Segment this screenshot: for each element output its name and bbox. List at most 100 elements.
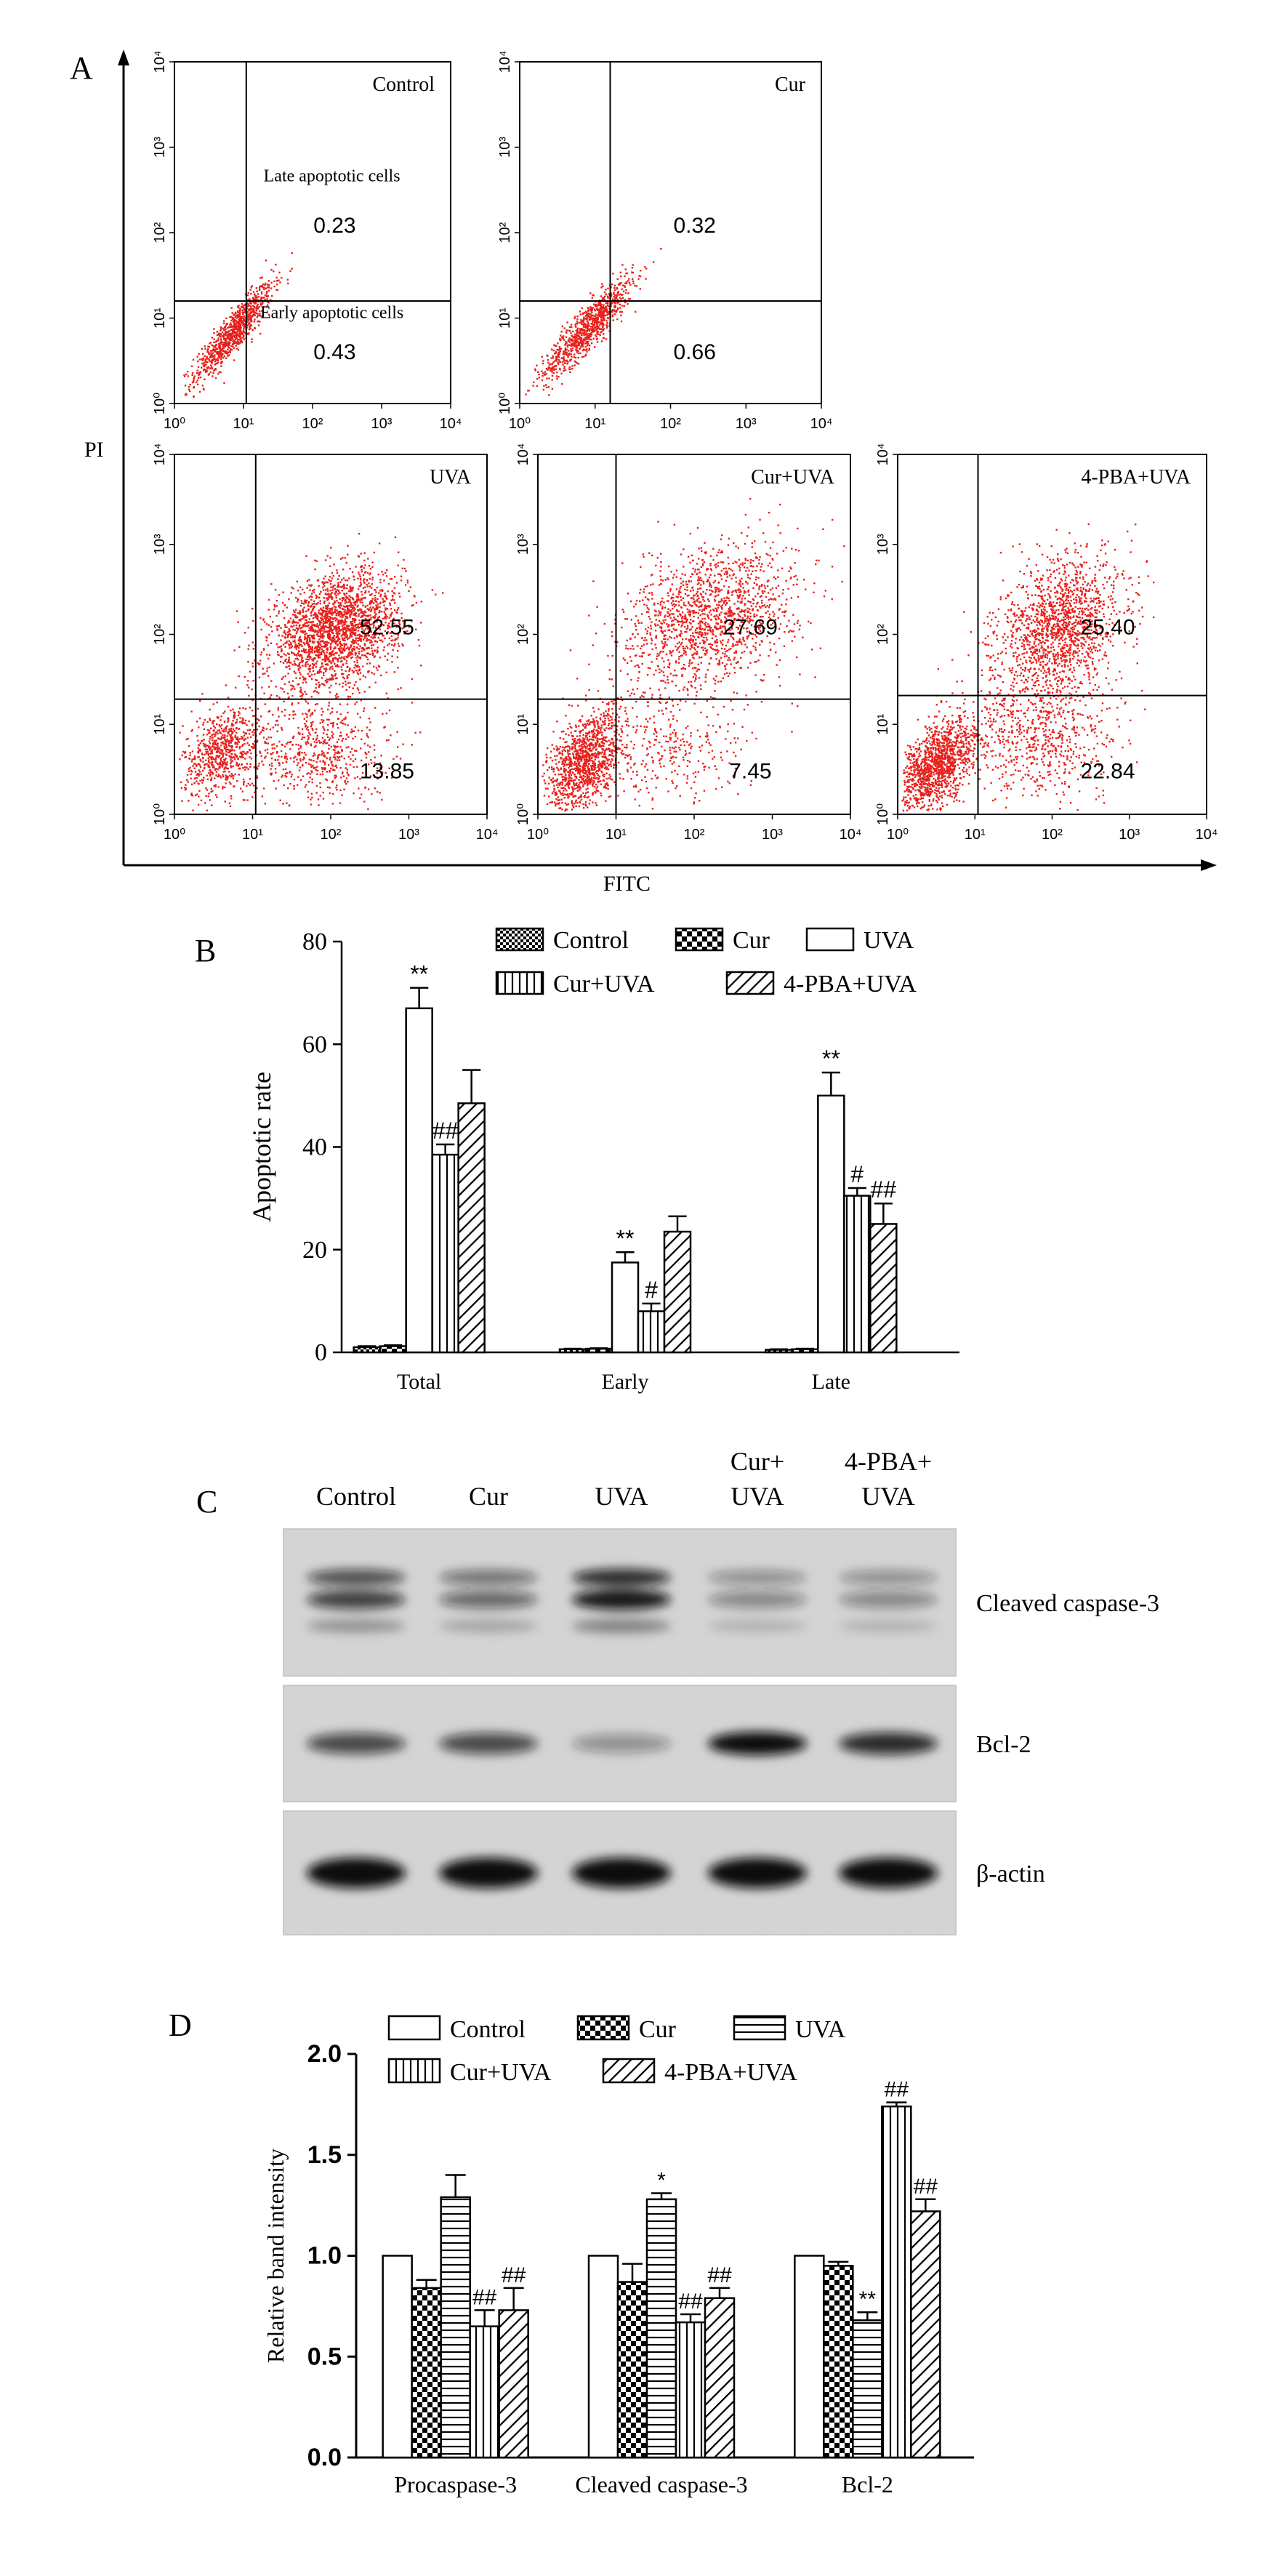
significance-mark: ##: [914, 2175, 938, 2199]
flow-plot-title: Cur+UVA: [751, 466, 835, 489]
y-tick-label: 10¹: [152, 308, 168, 329]
significance-mark: **: [616, 1225, 635, 1251]
x-tick-label: 10⁰: [509, 416, 531, 432]
blot-band: [572, 1618, 671, 1634]
outer-x-arrow: [1201, 859, 1217, 871]
flow-dot-cloud: [525, 248, 662, 396]
blot-band: [708, 1570, 807, 1585]
lane-label-4-line1: 4-PBA+: [845, 1447, 932, 1476]
legend-swatch: [495, 971, 544, 995]
blot-band: [708, 1591, 807, 1608]
upper-right-percentage: 52.55: [360, 616, 414, 640]
western-blot-panel: Control Cur UVA Cur+ UVA 4-PBA+ UVA Cleaved cas…: [283, 1447, 1159, 1935]
blot-band: [839, 1570, 938, 1585]
blot-band: [307, 1618, 406, 1633]
bar-uva-late: [817, 1094, 845, 1354]
bar-cur-procaspase-3: [411, 2287, 442, 2459]
blot-bands: [307, 1732, 938, 1755]
y-tick-label: 20: [302, 1237, 327, 1264]
y-tick-label: 10⁰: [152, 803, 168, 825]
blot-band: [439, 1858, 538, 1888]
legend-label: Control: [553, 927, 629, 954]
flow-plot-cur: 10⁰ 10⁰ 10¹ 10¹ 10² 10² 10³ 10³ 10⁴ 10⁴ Cur 0.32 0.6…: [497, 51, 832, 432]
blot-bands: [307, 1568, 938, 1634]
category-label: Total: [397, 1370, 441, 1394]
x-tick-label: 10⁴: [440, 416, 462, 432]
y-tick-label: 10³: [152, 534, 168, 555]
x-tick-label: 10²: [660, 416, 681, 432]
y-tick-label: 10⁴: [152, 444, 168, 466]
legend-label: Cur: [639, 2016, 677, 2043]
y-tick-label: 60: [302, 1031, 327, 1058]
y-tick-label: 10³: [875, 534, 891, 555]
y-tick-label: 1.5: [307, 2141, 342, 2169]
flow-cytometry-panel: PI FITC 10⁰ 10⁰ 10¹ 10¹ 10² 10² 10³ 10³ 10⁴ 10⁴ Co…: [84, 49, 1217, 896]
blot-band: [572, 1858, 671, 1888]
legend-label: 4-PBA+UVA: [664, 2059, 797, 2086]
y-tick-label: 10⁰: [515, 803, 531, 825]
y-tick-label: 10³: [515, 534, 531, 555]
y-tick-label: 10⁰: [497, 393, 513, 414]
flow-plot-uva: 10⁰ 10⁰ 10¹ 10¹ 10² 10² 10³ 10³ 10⁴ 10⁴ UVA 52.55 13…: [152, 444, 498, 843]
upper-right-percentage: 25.40: [1080, 616, 1135, 640]
bar-4-pba-uva-bcl-2: [910, 2210, 941, 2459]
flow-plot-frame: [519, 61, 822, 404]
legend-swatch: [602, 2058, 656, 2084]
bar-4-pba-uva-late: [869, 1223, 898, 1354]
x-tick-label: 10⁴: [810, 416, 833, 432]
flow-plot-title: UVA: [430, 466, 472, 489]
y-axis-label: Apoptotic rate: [247, 1072, 276, 1222]
significance-mark: ##: [871, 1176, 897, 1203]
y-tick-label: 10⁴: [497, 51, 513, 73]
y-tick-label: 10³: [152, 137, 168, 158]
y-tick-label: 2.0: [307, 2040, 342, 2068]
legend-swatch: [733, 2015, 786, 2041]
legend-swatch: [675, 927, 724, 952]
flow-plot-control: 10⁰ 10⁰ 10¹ 10¹ 10² 10² 10³ 10³ 10⁴ 10⁴ Control 0.2…: [152, 51, 462, 432]
significance-mark: **: [822, 1046, 840, 1072]
bar-control-bcl-2: [794, 2255, 825, 2459]
x-tick-label: 10¹: [605, 827, 627, 843]
lane-label-2: UVA: [595, 1482, 648, 1511]
y-tick-label: 10⁴: [152, 51, 168, 73]
blot-bands: [307, 1858, 938, 1888]
x-tick-label: 10⁴: [1196, 827, 1218, 843]
x-tick-label: 10⁴: [840, 827, 862, 843]
x-tick-label: 10⁰: [164, 416, 185, 432]
legend-swatch: [387, 2058, 441, 2084]
lane-label-1: Cur: [469, 1482, 508, 1511]
y-tick-label: 10¹: [875, 713, 891, 734]
x-tick-label: 10³: [371, 416, 393, 432]
legend-label: UVA: [864, 927, 914, 954]
blot-band: [839, 1858, 938, 1888]
y-tick-label: 10²: [497, 222, 513, 243]
y-tick-label: 10¹: [497, 308, 513, 329]
flow-plot-pba_uva: 10⁰ 10⁰ 10¹ 10¹ 10² 10² 10³ 10³ 10⁴ 10⁴ 4-PBA+UVA 2…: [875, 444, 1217, 843]
significance-mark: **: [859, 2287, 877, 2311]
blot-row-0: Cleaved caspase-3: [283, 1528, 1159, 1677]
x-tick-label: 10¹: [584, 416, 605, 432]
legend-label: UVA: [795, 2016, 846, 2043]
blot-band: [307, 1858, 406, 1888]
significance-mark: ##: [432, 1118, 459, 1144]
apoptotic-rate-chart: 0 20 40 60 80 Apoptotic rate ** ## Total ** # Early…: [247, 927, 959, 1394]
significance-mark: ##: [707, 2263, 732, 2287]
lane-label-3-line1: Cur+: [730, 1447, 784, 1476]
legend-swatch: [495, 927, 544, 952]
blot-row-1: Bcl-2: [283, 1685, 1031, 1802]
blot-band: [307, 1569, 406, 1586]
bar-control-procaspase-3: [382, 2255, 413, 2459]
panel-letter-b: B: [195, 933, 216, 968]
significance-mark: #: [645, 1277, 658, 1303]
blot-band: [307, 1733, 406, 1754]
x-tick-label: 10¹: [233, 416, 254, 432]
x-tick-label: 10⁰: [887, 827, 909, 843]
legend-label: 4-PBA+UVA: [784, 971, 917, 998]
y-tick-label: 10⁴: [875, 444, 891, 466]
bar-uva-bcl-2: [852, 2319, 883, 2459]
lane-label-4-line2: UVA: [861, 1482, 914, 1511]
x-tick-label: 10¹: [242, 827, 263, 843]
legend-swatch: [725, 971, 775, 995]
significance-mark: ##: [678, 2290, 703, 2314]
panel-letter-d: D: [169, 2007, 192, 2043]
